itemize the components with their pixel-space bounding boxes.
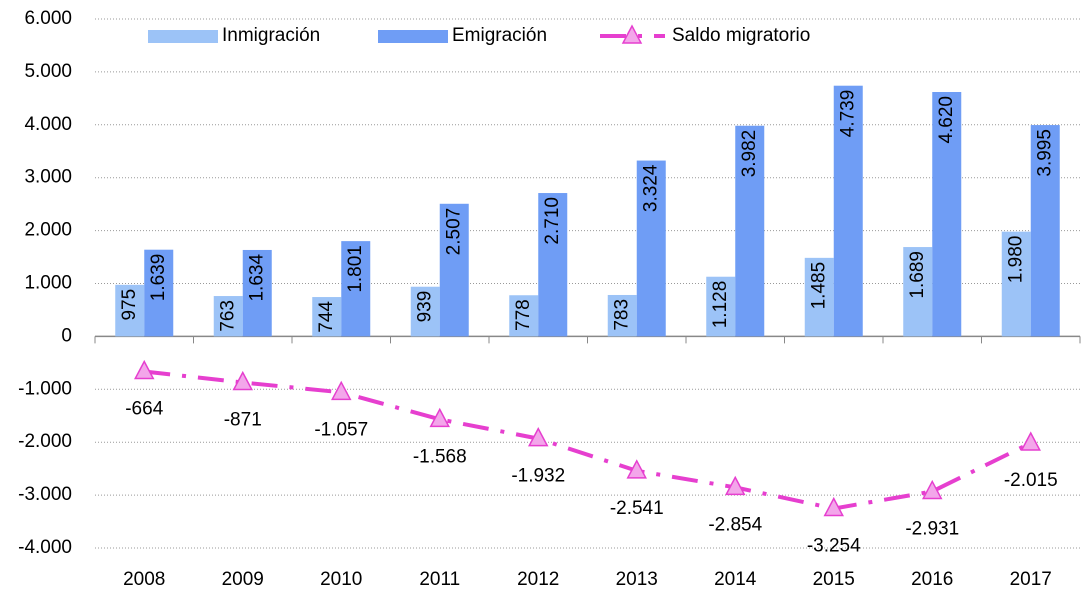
y-tick-label: 6.000 bbox=[24, 8, 72, 29]
y-tick-label: -2.000 bbox=[18, 431, 72, 452]
bar bbox=[410, 286, 440, 337]
x-tick-label: 2016 bbox=[911, 569, 953, 590]
bar-value-label: 1.689 bbox=[907, 251, 928, 299]
bar-value-label: 1.128 bbox=[710, 281, 731, 329]
bar-value-label: 1.639 bbox=[148, 254, 169, 302]
line-value-label: -3.254 bbox=[807, 536, 861, 557]
bar bbox=[932, 92, 962, 337]
bar bbox=[903, 247, 933, 337]
x-tick-label: 2015 bbox=[813, 569, 855, 590]
x-tick-label: 2008 bbox=[123, 569, 165, 590]
line-value-label: -1.057 bbox=[314, 419, 368, 440]
bar-value-label: 763 bbox=[217, 300, 238, 332]
bar bbox=[509, 295, 539, 337]
bar-value-label: 744 bbox=[316, 301, 337, 333]
legend-label: Inmigración bbox=[222, 25, 320, 46]
marker bbox=[134, 359, 155, 380]
line-value-label: -2.015 bbox=[1004, 470, 1058, 491]
bar-value-label: 3.982 bbox=[739, 130, 760, 178]
marker bbox=[725, 475, 746, 496]
marker bbox=[331, 380, 352, 401]
legend-swatch bbox=[148, 30, 218, 43]
bar-value-label: 2.710 bbox=[542, 197, 563, 245]
bar-value-label: 3.324 bbox=[640, 164, 661, 212]
bar bbox=[144, 249, 174, 337]
x-tick-label: 2009 bbox=[222, 569, 264, 590]
bar bbox=[242, 249, 272, 337]
x-tick-label: 2012 bbox=[517, 569, 559, 590]
y-tick-label: 1.000 bbox=[24, 273, 72, 294]
bar-value-label: 975 bbox=[119, 289, 140, 321]
line-value-label: -1.932 bbox=[511, 466, 565, 487]
marker bbox=[922, 479, 943, 500]
line-value-label: -2.854 bbox=[708, 514, 762, 535]
x-tick-label: 2011 bbox=[419, 569, 460, 590]
bar bbox=[706, 276, 736, 337]
bar bbox=[833, 85, 863, 337]
x-tick-label: 2010 bbox=[320, 569, 362, 590]
bar-value-label: 4.620 bbox=[936, 96, 957, 144]
bar bbox=[1001, 231, 1031, 337]
x-tick-label: 2014 bbox=[714, 569, 757, 590]
y-tick-label: 4.000 bbox=[24, 114, 72, 135]
line-value-label: -2.931 bbox=[905, 518, 959, 539]
marker bbox=[429, 407, 450, 428]
bar-value-label: 1.980 bbox=[1005, 236, 1026, 284]
y-tick-label: -4.000 bbox=[18, 537, 72, 558]
y-tick-label: -3.000 bbox=[18, 484, 72, 505]
bar bbox=[538, 193, 568, 337]
bar bbox=[341, 241, 371, 337]
marker bbox=[528, 427, 549, 447]
y-tick-label: 2.000 bbox=[24, 220, 72, 241]
bar-value-label: 1.485 bbox=[808, 262, 829, 310]
y-tick-label: 5.000 bbox=[24, 61, 72, 82]
bar-value-label: 939 bbox=[414, 291, 435, 323]
bar bbox=[607, 294, 637, 337]
marker bbox=[823, 496, 844, 517]
y-tick-label: -1.000 bbox=[18, 378, 72, 399]
bar-value-label: 778 bbox=[513, 299, 534, 331]
marker bbox=[626, 459, 647, 479]
legend-marker bbox=[621, 24, 643, 44]
x-tick-label: 2013 bbox=[616, 569, 658, 590]
line-value-label: -871 bbox=[224, 409, 262, 430]
legend-label: Saldo migratorio bbox=[672, 25, 810, 46]
line bbox=[144, 369, 1032, 511]
bar bbox=[312, 297, 342, 337]
legend-swatch bbox=[378, 30, 448, 43]
bar bbox=[804, 257, 834, 337]
line-value-label: -2.541 bbox=[610, 498, 664, 519]
bar bbox=[115, 284, 145, 337]
legend-label: Emigración bbox=[452, 25, 547, 46]
y-tick-label: 3.000 bbox=[24, 167, 72, 188]
bar-value-label: 4.739 bbox=[837, 90, 858, 138]
bar bbox=[213, 296, 243, 337]
bar-value-label: 783 bbox=[611, 299, 632, 331]
bar-value-label: 3.995 bbox=[1034, 129, 1055, 177]
bar-value-label: 2.507 bbox=[443, 208, 464, 256]
bar bbox=[1030, 125, 1060, 337]
y-tick-label: 0 bbox=[61, 325, 72, 346]
bar bbox=[636, 160, 666, 337]
bar-value-label: 1.801 bbox=[345, 245, 366, 293]
bar bbox=[439, 203, 469, 337]
line-value-label: -664 bbox=[125, 399, 163, 420]
line-value-label: -1.568 bbox=[413, 446, 467, 467]
marker bbox=[232, 370, 253, 391]
bar-value-label: 1.634 bbox=[246, 254, 267, 302]
x-tick-label: 2017 bbox=[1010, 569, 1052, 590]
bar bbox=[735, 125, 765, 337]
marker bbox=[1020, 431, 1041, 451]
